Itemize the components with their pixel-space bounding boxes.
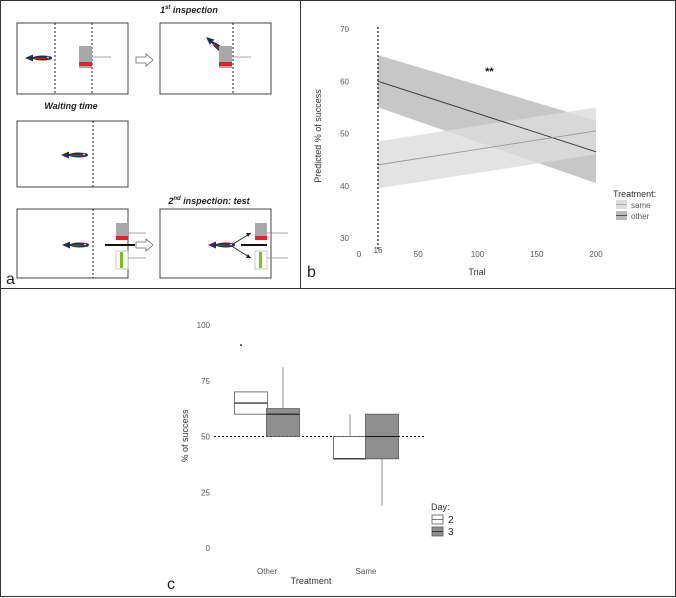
- panel-a: 1st inspection Waiting time 2nd inspecti…: [0, 0, 301, 289]
- box-day2-same: [333, 436, 367, 460]
- red-band: [116, 236, 128, 240]
- b-yticks: 30 40 50 60 70: [340, 25, 349, 243]
- c-xticks: Other Same: [257, 567, 377, 576]
- panel-a-svg: 1st inspection Waiting time 2nd inspecti…: [6, 5, 288, 288]
- c-boxes: [234, 344, 399, 506]
- step3-title: 2nd inspection: test: [167, 196, 250, 206]
- b-y-tick-label: 40: [340, 182, 349, 191]
- c-legend-title: Day:: [431, 502, 450, 512]
- regression-line-other: [377, 80, 597, 153]
- b-lines: [377, 80, 597, 166]
- line-chart-b: 16 0 50 100 150 200 30 40 50 60 70 ** Trial Pred…: [307, 25, 656, 281]
- legend-label-same: same: [631, 201, 651, 210]
- grey-block-base: [79, 66, 92, 68]
- c-y-tick-label: 100: [197, 321, 211, 330]
- c-x-tick-label: Other: [257, 567, 277, 576]
- grey-block: [255, 223, 267, 236]
- b-x-tick-label: 0: [357, 250, 362, 259]
- red-band: [219, 62, 232, 66]
- grey-block: [116, 223, 128, 236]
- b-x-tick-label: 50: [414, 250, 423, 259]
- b-y-tick-label: 70: [340, 25, 349, 34]
- c-y-tick-label: 75: [201, 377, 210, 386]
- b-x-axis-title: Trial: [468, 267, 485, 277]
- c-yticks: 0 25 50 75 100: [197, 321, 211, 553]
- c-y-tick-label: 0: [206, 544, 211, 553]
- b-x-tick-label: 150: [530, 250, 544, 259]
- significance-marker: **: [485, 66, 494, 78]
- panel-c: 0 25 50 75 100 Other Same Treatment % of succ…: [0, 288, 676, 597]
- b-y-tick-label: 30: [340, 234, 349, 243]
- c-y-tick-label: 25: [201, 488, 210, 497]
- c-y-axis-title: % of success: [180, 409, 190, 463]
- green-band: [120, 252, 123, 268]
- grey-block: [79, 46, 92, 62]
- panel-label-c: c: [167, 576, 175, 593]
- step2-title: Waiting time: [44, 101, 97, 111]
- b-y-axis-title: Predicted % of success: [313, 89, 323, 183]
- grey-block-base: [219, 66, 232, 68]
- b-x-tick-label: 200: [589, 250, 603, 259]
- b-vline-label: 16: [374, 246, 383, 255]
- b-x-tick-label: 100: [471, 250, 485, 259]
- green-band: [259, 252, 262, 268]
- step1-title: 1st inspection: [160, 5, 218, 15]
- red-band: [255, 236, 267, 240]
- arrow-icon: [135, 238, 154, 252]
- c-y-tick-label: 50: [201, 433, 210, 442]
- legend-label-day2: 2: [448, 515, 454, 526]
- b-y-tick-label: 50: [340, 130, 349, 139]
- b-xticks: 0 50 100 150 200: [357, 250, 603, 259]
- c-x-tick-label: Same: [356, 567, 377, 576]
- red-band: [79, 62, 92, 66]
- arrowhead-icon: [246, 233, 251, 237]
- grey-block: [219, 46, 232, 62]
- arrow-icon: [135, 53, 154, 67]
- box-plot-c: 0 25 50 75 100 Other Same Treatment % of succ…: [167, 321, 454, 593]
- legend-label-other: other: [631, 212, 650, 221]
- panel-label-a: a: [6, 271, 15, 288]
- b-legend-title: Treatment:: [613, 189, 656, 199]
- c-x-axis-title: Treatment: [291, 576, 332, 586]
- tank-1-right: [159, 22, 272, 95]
- legend-label-day3: 3: [448, 527, 454, 538]
- outlier-point: [240, 344, 242, 346]
- b-y-tick-label: 60: [340, 77, 349, 86]
- panel-label-b: b: [307, 264, 316, 281]
- arrowhead-icon: [246, 254, 251, 258]
- panel-b: 16 0 50 100 150 200 30 40 50 60 70 ** Trial Pred…: [300, 0, 676, 289]
- regression-line-same: [377, 130, 597, 166]
- box-day3-other: [266, 408, 300, 437]
